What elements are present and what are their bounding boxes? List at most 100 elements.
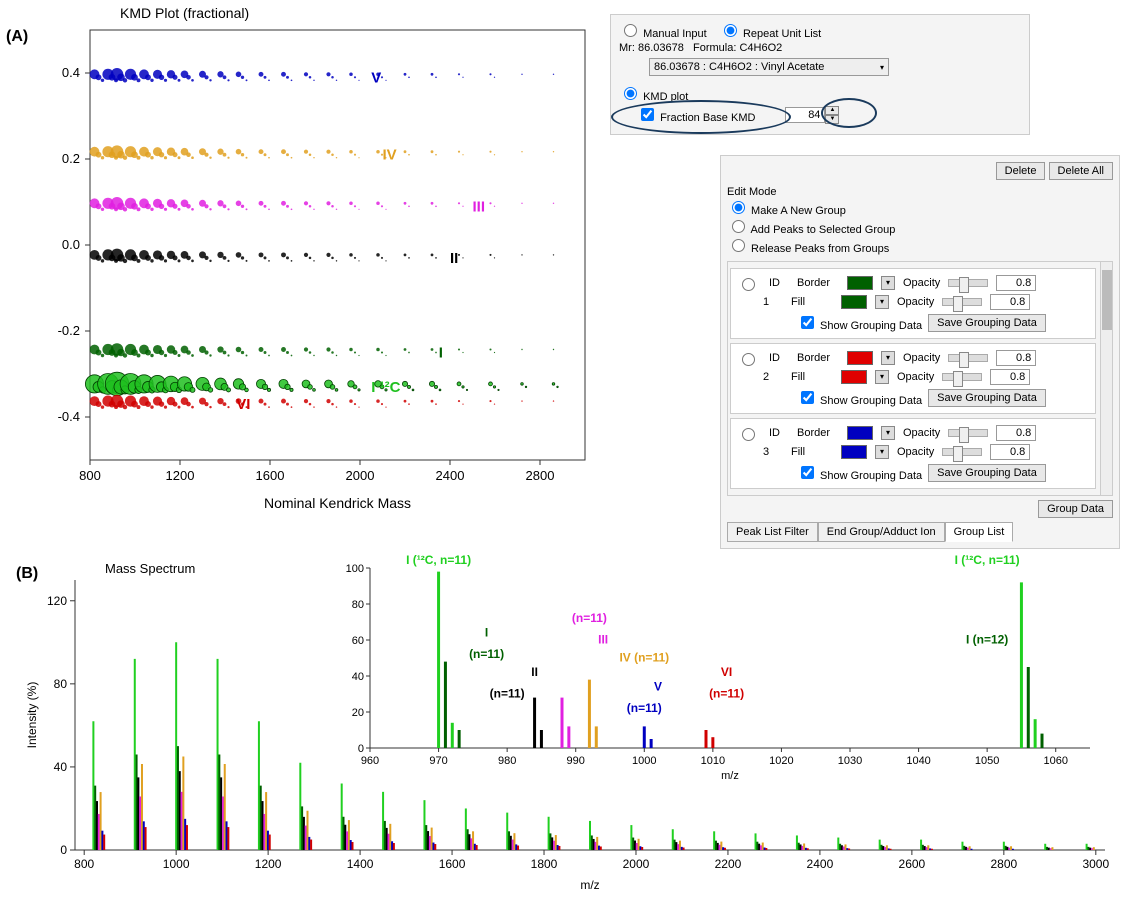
tab-group-list[interactable]: Group List — [945, 522, 1014, 542]
svg-text:1200: 1200 — [255, 857, 282, 871]
svg-text:I (¹²C, n=11): I (¹²C, n=11) — [406, 553, 471, 567]
border-color-swatch[interactable] — [847, 276, 873, 290]
svg-text:1800: 1800 — [531, 857, 558, 871]
svg-text:990: 990 — [567, 755, 585, 767]
show-grouping-checkbox[interactable]: Show Grouping Data — [797, 388, 922, 407]
svg-text:(n=11): (n=11) — [572, 611, 607, 625]
svg-text:2000: 2000 — [346, 468, 375, 483]
svg-text:II: II — [450, 250, 458, 267]
group-row-1: ID Border ▾ Opacity 1 Fill ▾ Opacity Sho… — [730, 268, 1096, 339]
fill-opacity-input[interactable] — [990, 294, 1030, 310]
border-opacity-slider[interactable] — [948, 429, 988, 437]
svg-text:1050: 1050 — [975, 755, 999, 767]
border-opacity-slider[interactable] — [948, 279, 988, 287]
border-color-dd[interactable]: ▾ — [881, 276, 895, 290]
mr-label: Mr: — [619, 42, 635, 54]
show-grouping-checkbox[interactable]: Show Grouping Data — [797, 313, 922, 332]
svg-text:80: 80 — [54, 677, 68, 691]
group-data-button[interactable]: Group Data — [1038, 500, 1113, 518]
svg-text:800: 800 — [79, 468, 101, 483]
svg-text:1000: 1000 — [163, 857, 190, 871]
svg-text:V: V — [654, 679, 662, 693]
svg-text:I (¹²C, n=11): I (¹²C, n=11) — [955, 553, 1020, 567]
edit-mode-label: Edit Mode — [727, 186, 1113, 198]
delete-button[interactable]: Delete — [996, 162, 1046, 180]
fill-opacity-slider[interactable] — [942, 298, 982, 306]
svg-text:I (n=12): I (n=12) — [966, 633, 1008, 647]
svg-text:0.4: 0.4 — [62, 65, 80, 80]
svg-text:I ¹²C: I ¹²C — [371, 379, 400, 396]
svg-text:2000: 2000 — [623, 857, 650, 871]
border-color-dd[interactable]: ▾ — [881, 426, 895, 440]
svg-text:(n=11): (n=11) — [490, 687, 525, 701]
delete-all-button[interactable]: Delete All — [1049, 162, 1113, 180]
svg-text:100: 100 — [346, 563, 364, 575]
save-grouping-button[interactable]: Save Grouping Data — [928, 464, 1046, 482]
svg-text:20: 20 — [352, 707, 364, 719]
svg-text:1060: 1060 — [1043, 755, 1067, 767]
border-opacity-input[interactable] — [996, 425, 1036, 441]
svg-text:1200: 1200 — [166, 468, 195, 483]
compound-dropdown[interactable]: 86.03678 : C4H6O2 : Vinyl Acetate▾ — [649, 58, 889, 76]
svg-text:40: 40 — [54, 760, 68, 774]
fill-opacity-slider[interactable] — [942, 448, 982, 456]
scrollbar[interactable] — [1100, 262, 1112, 495]
group-select-radio[interactable] — [742, 428, 755, 441]
border-color-swatch[interactable] — [847, 426, 873, 440]
show-grouping-checkbox[interactable]: Show Grouping Data — [797, 463, 922, 482]
highlight-ellipse-frac — [611, 100, 791, 134]
svg-text:970: 970 — [429, 755, 447, 767]
save-grouping-button[interactable]: Save Grouping Data — [928, 314, 1046, 332]
svg-text:Nominal Kendrick Mass: Nominal Kendrick Mass — [264, 495, 411, 511]
highlight-ellipse-val — [821, 98, 877, 128]
svg-text:2200: 2200 — [715, 857, 742, 871]
border-color-swatch[interactable] — [847, 351, 873, 365]
svg-text:III: III — [598, 633, 608, 647]
fill-color-dd[interactable]: ▾ — [875, 445, 889, 459]
tab-peak-list-filter[interactable]: Peak List Filter — [727, 522, 818, 542]
border-opacity-input[interactable] — [996, 275, 1036, 291]
svg-text:800: 800 — [74, 857, 94, 871]
svg-text:1030: 1030 — [838, 755, 862, 767]
svg-text:I: I — [485, 625, 488, 639]
group-row-2: ID Border ▾ Opacity 2 Fill ▾ Opacity Sho… — [730, 343, 1096, 414]
fill-color-swatch[interactable] — [841, 295, 867, 309]
border-color-dd[interactable]: ▾ — [881, 351, 895, 365]
svg-text:1000: 1000 — [632, 755, 656, 767]
tab-end-group-adduct-ion[interactable]: End Group/Adduct Ion — [818, 522, 945, 542]
manual-input-radio[interactable]: Manual Input — [619, 28, 707, 40]
kmd-plot: KMD Plot (fractional)-0.4-0.20.00.20.480… — [35, 0, 600, 520]
svg-text:40: 40 — [352, 671, 364, 683]
fill-color-swatch[interactable] — [841, 445, 867, 459]
svg-text:980: 980 — [498, 755, 516, 767]
fill-opacity-input[interactable] — [990, 369, 1030, 385]
fill-color-dd[interactable]: ▾ — [875, 370, 889, 384]
svg-text:0: 0 — [60, 843, 67, 857]
save-grouping-button[interactable]: Save Grouping Data — [928, 389, 1046, 407]
border-opacity-slider[interactable] — [948, 354, 988, 362]
group-select-radio[interactable] — [742, 278, 755, 291]
svg-text:0: 0 — [358, 743, 364, 755]
border-opacity-input[interactable] — [996, 350, 1036, 366]
svg-text:1040: 1040 — [906, 755, 930, 767]
fill-color-dd[interactable]: ▾ — [875, 295, 889, 309]
svg-text:2400: 2400 — [436, 468, 465, 483]
fill-opacity-slider[interactable] — [942, 373, 982, 381]
svg-text:KMD Plot (fractional): KMD Plot (fractional) — [120, 5, 249, 21]
edit-mode-radio-1[interactable]: Add Peaks to Selected Group — [727, 224, 895, 236]
group-list-panel: Delete Delete All Edit Mode Make A New G… — [720, 155, 1120, 549]
svg-text:Mass Spectrum: Mass Spectrum — [105, 561, 195, 576]
svg-text:120: 120 — [47, 594, 67, 608]
svg-text:80: 80 — [352, 599, 364, 611]
fill-color-swatch[interactable] — [841, 370, 867, 384]
svg-text:(n=11): (n=11) — [627, 701, 662, 715]
svg-text:1020: 1020 — [769, 755, 793, 767]
repeat-unit-panel: Manual Input Repeat Unit List Mr: 86.036… — [610, 14, 1030, 135]
svg-text:VI: VI — [236, 396, 250, 413]
fill-opacity-input[interactable] — [990, 444, 1030, 460]
edit-mode-radio-0[interactable]: Make A New Group — [727, 205, 846, 217]
svg-text:VI: VI — [721, 665, 732, 679]
edit-mode-radio-2[interactable]: Release Peaks from Groups — [727, 243, 889, 255]
group-select-radio[interactable] — [742, 353, 755, 366]
repeat-unit-radio[interactable]: Repeat Unit List — [719, 28, 821, 40]
